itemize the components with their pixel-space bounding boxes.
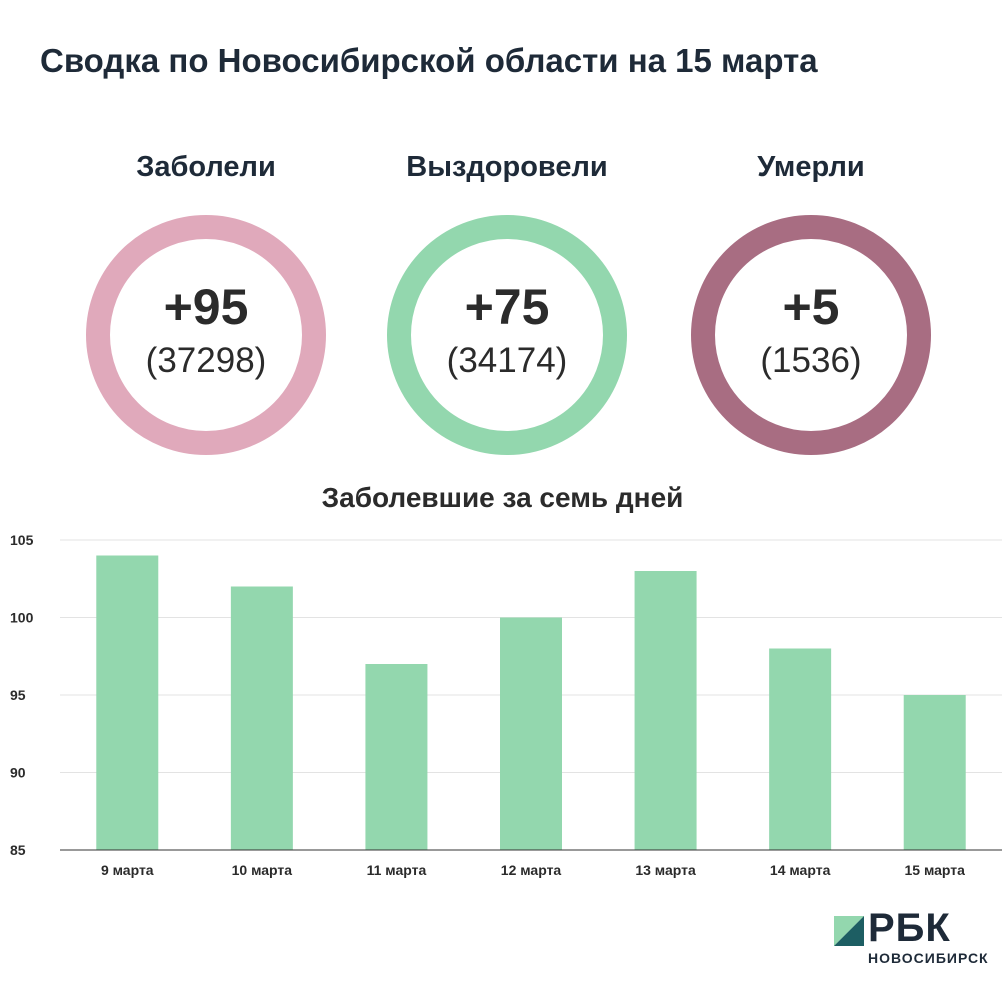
y-tick-label: 85: [10, 842, 26, 858]
bar: [500, 617, 562, 850]
y-tick-label: 105: [10, 532, 34, 548]
stat-total: (1536): [760, 341, 862, 380]
x-tick-label: 14 марта: [770, 862, 831, 878]
stat-total: (34174): [446, 341, 568, 380]
stat-recovered: Выздоровели +75 (34174): [357, 145, 657, 455]
stat-total: (37298): [145, 341, 267, 380]
page-title: Сводка по Новосибирской области на 15 ма…: [40, 42, 818, 79]
stat-delta: +5: [782, 279, 840, 335]
y-tick-label: 95: [10, 687, 26, 703]
x-tick-label: 10 марта: [232, 862, 293, 878]
stat-delta: +95: [163, 279, 249, 335]
x-tick-label: 9 марта: [101, 862, 154, 878]
ring-deaths: +5 (1536): [691, 215, 931, 455]
bar: [96, 555, 159, 850]
logo-subtitle: НОВОСИБИРСК: [868, 950, 989, 966]
stat-infected: Заболели +95 (37298): [56, 145, 356, 455]
bar-chart: 85 90 95 100 105 9 марта 10 марта 11 марта 12 ма…: [10, 532, 1002, 878]
bar: [230, 586, 293, 850]
x-tick-label: 13 марта: [635, 862, 696, 878]
y-tick-label: 90: [10, 765, 26, 781]
chart-title: Заболевшие за семь дней: [321, 482, 684, 513]
ring-infected: +95 (37298): [86, 215, 326, 455]
stat-delta: +75: [464, 279, 550, 335]
bar: [634, 571, 697, 850]
bar: [903, 695, 966, 850]
x-tick-label: 12 марта: [501, 862, 562, 878]
x-tick-label: 15 марта: [904, 862, 965, 878]
ring-recovered: +75 (34174): [387, 215, 627, 455]
stat-label: Умерли: [757, 151, 865, 183]
y-tick-label: 100: [10, 610, 34, 626]
stat-label: Заболели: [136, 151, 276, 183]
logo-mark-icon: [834, 916, 864, 946]
stat-label: Выздоровели: [406, 151, 608, 183]
x-tick-label: 11 марта: [367, 862, 427, 878]
bar: [769, 648, 832, 850]
logo-name: РБК: [868, 906, 951, 950]
rbc-logo: РБК НОВОСИБИРСК: [834, 906, 998, 976]
stat-deaths: Умерли +5 (1536): [661, 145, 961, 455]
bar: [365, 664, 428, 850]
